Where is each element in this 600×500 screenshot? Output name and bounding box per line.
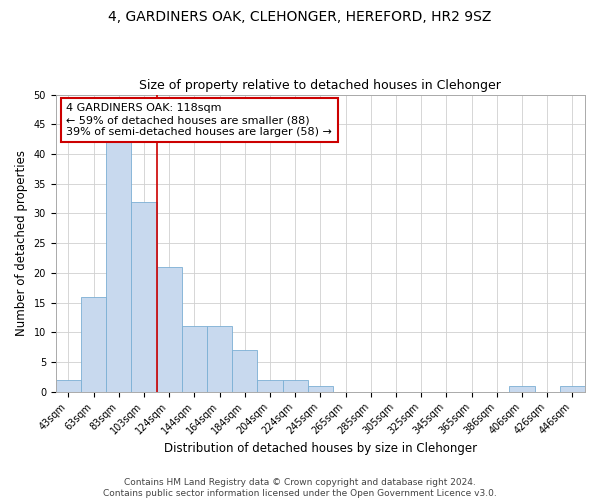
Bar <box>509 386 535 392</box>
Bar <box>560 386 585 392</box>
Bar <box>207 326 232 392</box>
Bar <box>257 380 283 392</box>
Text: Contains HM Land Registry data © Crown copyright and database right 2024.
Contai: Contains HM Land Registry data © Crown c… <box>103 478 497 498</box>
Bar <box>106 142 131 392</box>
Bar <box>157 267 182 392</box>
Title: Size of property relative to detached houses in Clehonger: Size of property relative to detached ho… <box>139 79 502 92</box>
Bar <box>81 296 106 392</box>
X-axis label: Distribution of detached houses by size in Clehonger: Distribution of detached houses by size … <box>164 442 477 455</box>
Bar <box>308 386 333 392</box>
Bar <box>283 380 308 392</box>
Bar <box>56 380 81 392</box>
Bar <box>232 350 257 392</box>
Bar <box>131 202 157 392</box>
Text: 4, GARDINERS OAK, CLEHONGER, HEREFORD, HR2 9SZ: 4, GARDINERS OAK, CLEHONGER, HEREFORD, H… <box>109 10 491 24</box>
Bar <box>182 326 207 392</box>
Y-axis label: Number of detached properties: Number of detached properties <box>15 150 28 336</box>
Text: 4 GARDINERS OAK: 118sqm
← 59% of detached houses are smaller (88)
39% of semi-de: 4 GARDINERS OAK: 118sqm ← 59% of detache… <box>67 104 332 136</box>
